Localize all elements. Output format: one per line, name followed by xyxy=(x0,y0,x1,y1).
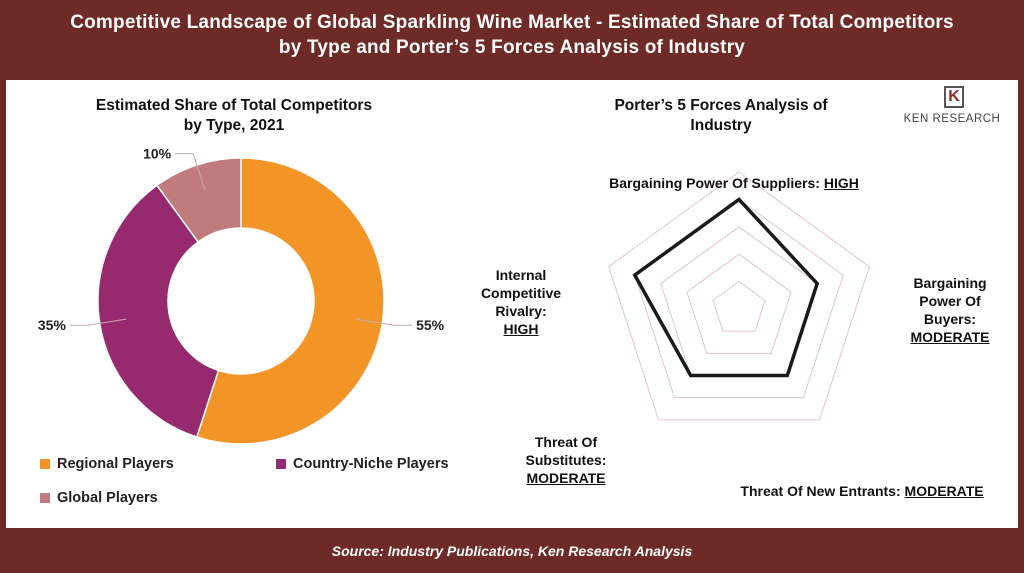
donut-label-1: 35% xyxy=(38,317,67,333)
force-label-suppliers: Bargaining Power Of Suppliers: HIGH xyxy=(574,174,894,192)
legend-swatch-global xyxy=(40,493,50,503)
radar-title-line2: Industry xyxy=(690,117,752,134)
legend-label-global: Global Players xyxy=(57,490,158,506)
donut-leader-1 xyxy=(69,318,127,326)
donut-slice-0 xyxy=(195,157,385,445)
force-level-substitutes: MODERATE xyxy=(526,470,606,486)
force-name-substitutes: Threat Of Substitutes: xyxy=(525,434,607,468)
logo-name: KEN RESEARCH xyxy=(903,113,1001,125)
legend-label-regional: Regional Players xyxy=(57,456,174,472)
donut-label-0: 55% xyxy=(416,317,445,333)
radar-title-line1: Porter’s 5 Forces Analysis of xyxy=(614,97,828,114)
legend-swatch-regional xyxy=(40,459,50,469)
radar-grid-1 xyxy=(712,280,766,332)
radar-grid-2 xyxy=(686,253,792,354)
footer-source: Source: Industry Publications, Ken Resea… xyxy=(0,530,1024,573)
force-label-rivalry: Internal Competitive Rivalry: HIGH xyxy=(460,266,582,338)
donut-label-2: 10% xyxy=(143,146,172,162)
legend-item-country-niche: Country-Niche Players xyxy=(276,456,449,472)
logo-mark-icon: K xyxy=(944,86,964,108)
force-level-suppliers: HIGH xyxy=(823,175,859,191)
donut-leader-2 xyxy=(175,153,206,191)
header: Competitive Landscape of Global Sparklin… xyxy=(0,0,1024,78)
legend-item-global: Global Players xyxy=(40,490,158,506)
force-label-substitutes: Threat Of Substitutes: MODERATE xyxy=(510,433,622,487)
page-title: Competitive Landscape of Global Sparklin… xyxy=(0,0,1024,60)
donut-slice-1 xyxy=(97,184,220,438)
donut-title-line1: Estimated Share of Total Competitors xyxy=(95,97,373,114)
radar-grid-5 xyxy=(608,171,870,421)
content-panel: Estimated Share of Total Competitors by … xyxy=(6,80,1018,528)
page-title-line1: Competitive Landscape of Global Sparklin… xyxy=(70,12,954,33)
charts-canvas: 55% 35% 10% xyxy=(38,146,870,445)
force-name-suppliers: Bargaining Power Of Suppliers: xyxy=(609,175,820,191)
force-name-buyers: Bargaining Power Of Buyers: xyxy=(913,275,987,327)
force-name-new-entrants: Threat Of New Entrants: xyxy=(740,483,901,499)
donut-chart-title: Estimated Share of Total Competitors by … xyxy=(64,96,404,136)
force-level-rivalry: HIGH xyxy=(503,321,539,337)
ken-research-logo: K KEN RESEARCH xyxy=(892,86,1012,128)
legend-item-regional: Regional Players xyxy=(40,456,174,472)
radar-series-line xyxy=(632,197,820,378)
legend-label-country-niche: Country-Niche Players xyxy=(293,456,449,472)
donut-title-line2: by Type, 2021 xyxy=(183,117,285,134)
force-label-new-entrants: Threat Of New Entrants: MODERATE xyxy=(712,482,1012,500)
force-name-rivalry: Internal Competitive Rivalry: xyxy=(480,267,562,319)
legend-swatch-country-niche xyxy=(276,459,286,469)
force-level-new-entrants: MODERATE xyxy=(904,483,984,499)
force-label-buyers: Bargaining Power Of Buyers: MODERATE xyxy=(894,274,1006,346)
donut-slice-2 xyxy=(155,157,242,243)
page-title-line2: by Type and Porter’s 5 Forces Analysis o… xyxy=(278,37,746,58)
donut-leader-0 xyxy=(355,318,413,326)
force-level-buyers: MODERATE xyxy=(910,329,990,345)
radar-chart-title: Porter’s 5 Forces Analysis of Industry xyxy=(576,96,866,136)
